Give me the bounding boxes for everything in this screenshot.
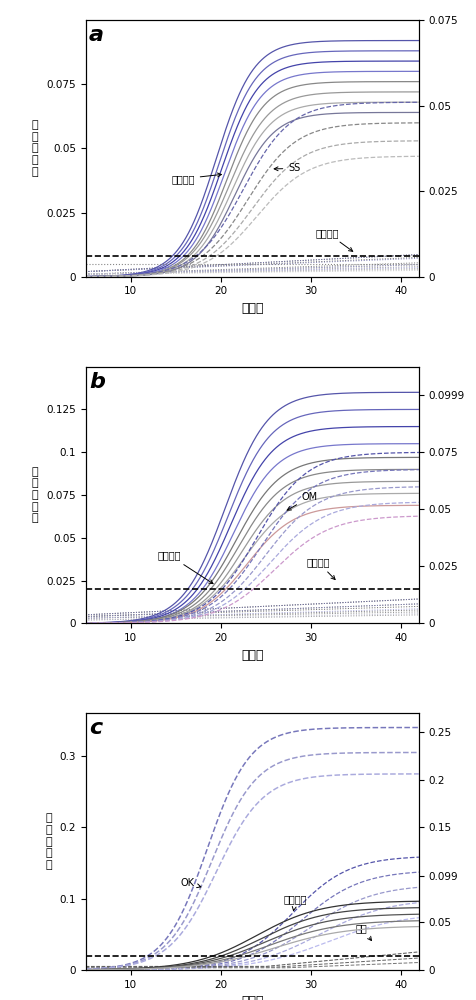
Y-axis label: 荧
光
信
号
值: 荧 光 信 号 值 — [45, 813, 52, 870]
Y-axis label: 荧
光
信
号
值: 荧 光 信 号 值 — [32, 120, 39, 177]
Text: SS: SS — [274, 163, 300, 173]
Text: a: a — [89, 25, 104, 45]
Text: 其它种类: 其它种类 — [315, 228, 353, 251]
Text: 鲑科鱼类: 鲑科鱼类 — [158, 550, 213, 584]
Text: 鲑科鱼类: 鲑科鱼类 — [284, 894, 307, 911]
X-axis label: 循环数: 循环数 — [241, 302, 264, 315]
Text: OM: OM — [287, 492, 318, 510]
X-axis label: 循环数: 循环数 — [241, 649, 264, 662]
Text: b: b — [89, 372, 105, 392]
Y-axis label: 荧
光
信
号
值: 荧 光 信 号 值 — [32, 467, 39, 523]
Text: c: c — [89, 718, 102, 738]
Text: 鲑科鱼类: 鲑科鱼类 — [171, 173, 221, 184]
Text: OK: OK — [180, 878, 201, 888]
X-axis label: 循环数: 循环数 — [241, 995, 264, 1000]
Text: 其它: 其它 — [356, 923, 371, 941]
Text: 其它种类: 其它种类 — [307, 557, 335, 580]
